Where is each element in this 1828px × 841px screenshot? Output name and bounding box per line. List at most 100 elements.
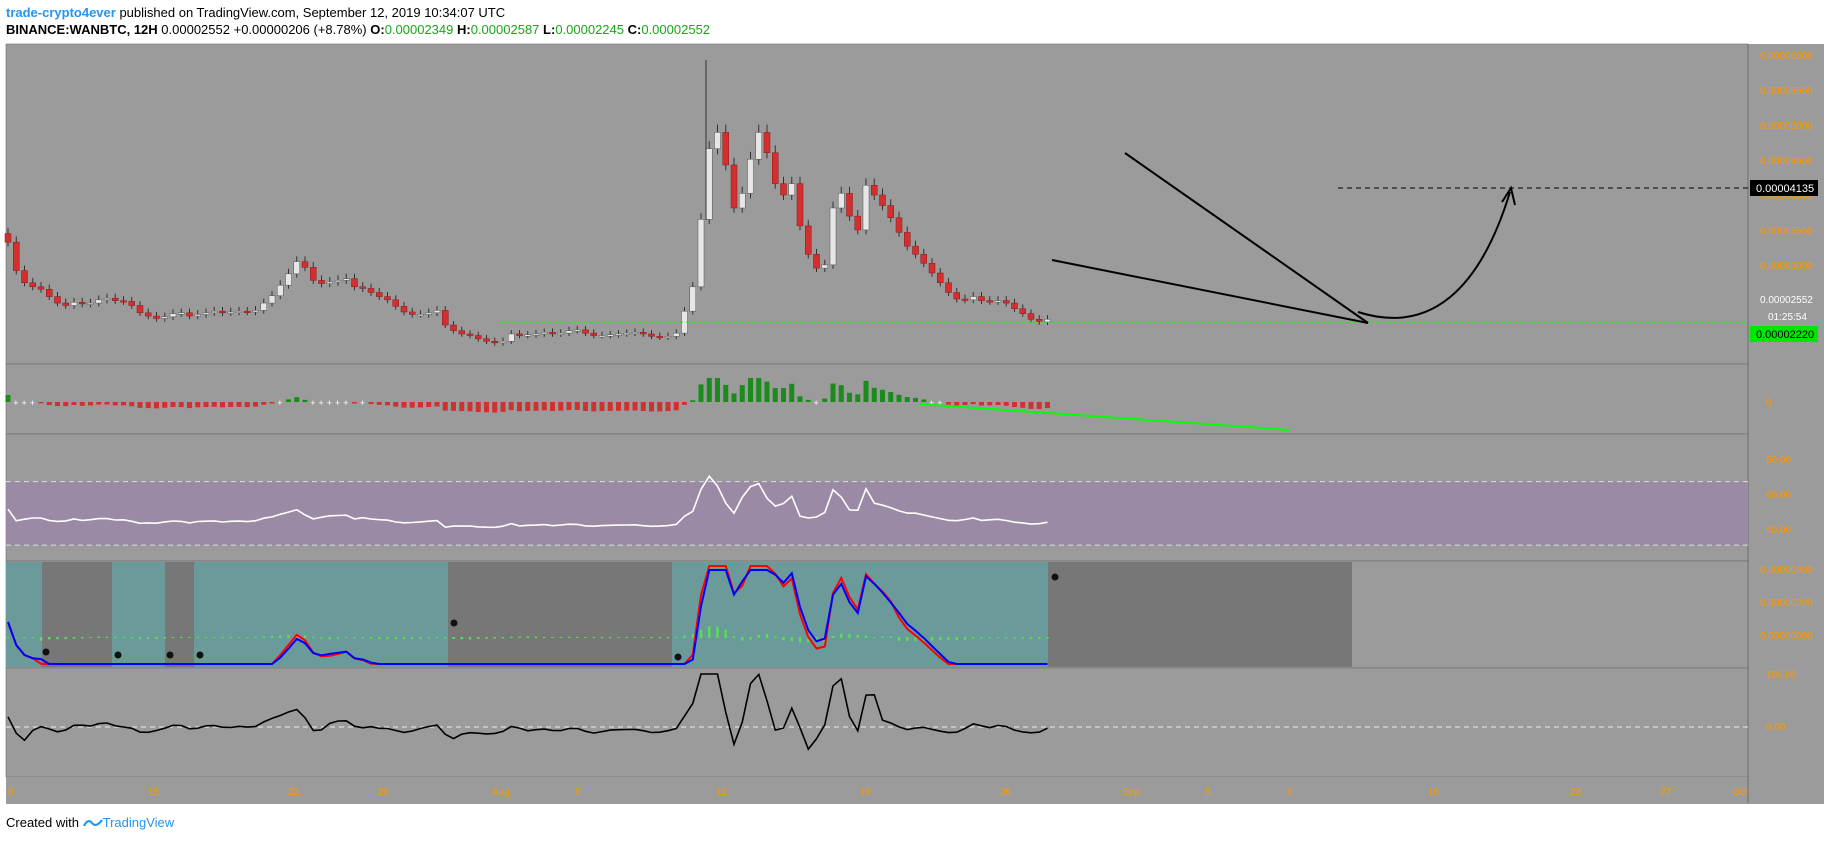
momentum-bar-down bbox=[1012, 402, 1017, 408]
macd-histogram-bar bbox=[947, 637, 950, 641]
macd-histogram-bar bbox=[914, 637, 917, 641]
candle-down bbox=[928, 263, 936, 274]
candle-down bbox=[805, 225, 812, 255]
momentum-bar-down bbox=[269, 402, 275, 404]
candle-down bbox=[730, 164, 738, 209]
macd-histogram-bar bbox=[1038, 637, 1041, 640]
macd-histogram-bar bbox=[328, 637, 331, 640]
macd-histogram-bar bbox=[147, 637, 150, 639]
momentum-bar-up bbox=[748, 378, 753, 402]
candle-up bbox=[838, 193, 845, 209]
candle-down bbox=[1011, 302, 1018, 309]
candle-up bbox=[598, 335, 606, 338]
candle-up bbox=[664, 336, 672, 339]
candle-down bbox=[4, 233, 12, 243]
macd-histogram-bar bbox=[402, 637, 406, 640]
macd-histogram-bar bbox=[378, 637, 381, 640]
candle-down bbox=[466, 333, 474, 336]
candle-down bbox=[887, 205, 894, 218]
candle-down bbox=[351, 278, 358, 288]
momentum-bar-down bbox=[442, 402, 448, 411]
momentum-bar-up bbox=[5, 395, 11, 402]
momentum-bar-down bbox=[376, 402, 382, 405]
momentum-cross: + bbox=[814, 398, 819, 408]
candle-down bbox=[46, 289, 53, 297]
candle-up bbox=[178, 312, 185, 315]
candle-up bbox=[227, 311, 234, 314]
open-label: O: bbox=[370, 22, 385, 37]
macd-histogram-bar bbox=[650, 637, 653, 639]
macd-histogram-bar bbox=[353, 637, 356, 639]
candle-up bbox=[565, 330, 573, 334]
macd-histogram-bar bbox=[666, 637, 670, 639]
candle-up bbox=[706, 148, 713, 220]
momentum-bar-down bbox=[203, 402, 209, 408]
candle-down bbox=[986, 300, 993, 303]
macd-histogram-bar bbox=[798, 637, 802, 643]
macd-histogram-bar bbox=[287, 634, 290, 638]
candle-up bbox=[615, 333, 622, 336]
macd-histogram-bar bbox=[510, 636, 513, 638]
momentum-bar-down bbox=[228, 402, 234, 407]
author-link[interactable]: trade-crypto4ever bbox=[6, 5, 116, 20]
candle-up bbox=[697, 219, 705, 288]
candle-down bbox=[871, 185, 878, 196]
momentum-bar-down bbox=[640, 402, 646, 411]
momentum-bar-down bbox=[673, 402, 679, 411]
momentum-bar-down bbox=[385, 402, 390, 406]
candle-up bbox=[631, 332, 639, 335]
candle-up bbox=[821, 264, 828, 269]
candle-down bbox=[318, 280, 325, 284]
macd-histogram-bar bbox=[180, 636, 183, 638]
momentum-bar-down bbox=[995, 402, 1001, 405]
momentum-bar-down bbox=[1045, 402, 1050, 409]
candle-down bbox=[112, 297, 119, 301]
macd-histogram-bar bbox=[460, 637, 463, 640]
candle-up bbox=[326, 281, 333, 284]
rsi-band bbox=[6, 481, 1748, 546]
momentum-bar-down bbox=[591, 402, 597, 412]
macd-histogram-bar bbox=[749, 637, 752, 640]
macd-histogram-bar bbox=[543, 636, 546, 638]
candle-up bbox=[788, 183, 795, 196]
macd-histogram-bar bbox=[246, 637, 249, 639]
candle-up bbox=[161, 316, 168, 319]
momentum-zero-label: 0 bbox=[1766, 398, 1772, 409]
momentum-bar-down bbox=[632, 402, 638, 411]
candle-up bbox=[623, 332, 630, 335]
candle-up bbox=[557, 332, 564, 335]
candle-down bbox=[945, 282, 952, 293]
candle-down bbox=[483, 338, 490, 342]
macd-histogram-bar bbox=[1013, 637, 1016, 639]
momentum-bar-down bbox=[1028, 402, 1034, 409]
macd-histogram-bar bbox=[336, 637, 340, 639]
time-tick-label: Oct bbox=[1732, 787, 1748, 798]
price-pane bbox=[5, 43, 1749, 365]
macd-histogram-bar bbox=[774, 636, 777, 638]
macd-histogram-bar bbox=[699, 630, 703, 638]
candle-up bbox=[433, 310, 441, 314]
momentum-bar-down bbox=[63, 402, 69, 407]
tradingview-brand-link[interactable]: TradingView bbox=[102, 815, 175, 830]
macd-histogram-bar bbox=[39, 637, 43, 641]
macd-zone bbox=[6, 562, 42, 667]
macd-histogram-bar bbox=[254, 636, 257, 638]
price-tick-label: 0.00006000 bbox=[1760, 51, 1813, 62]
macd-histogram-bar bbox=[716, 626, 719, 638]
macd-histogram-bar bbox=[31, 637, 34, 638]
countdown-label: 01:25:54 bbox=[1768, 312, 1807, 323]
candle-up bbox=[417, 314, 424, 317]
momentum-bar-up bbox=[772, 387, 778, 402]
candle-up bbox=[169, 313, 177, 318]
momentum-bar-up bbox=[698, 384, 704, 402]
momentum-bar-up bbox=[294, 397, 300, 402]
candle-down bbox=[367, 288, 375, 293]
momentum-bar-down bbox=[1003, 402, 1009, 406]
macd-cross-dot bbox=[450, 619, 458, 627]
candle-down bbox=[244, 310, 251, 313]
price-tick-label: 0.00005500 bbox=[1760, 86, 1813, 97]
candle-down bbox=[656, 336, 663, 339]
time-tick-label: 29 bbox=[378, 787, 390, 798]
candle-up bbox=[994, 300, 1002, 303]
